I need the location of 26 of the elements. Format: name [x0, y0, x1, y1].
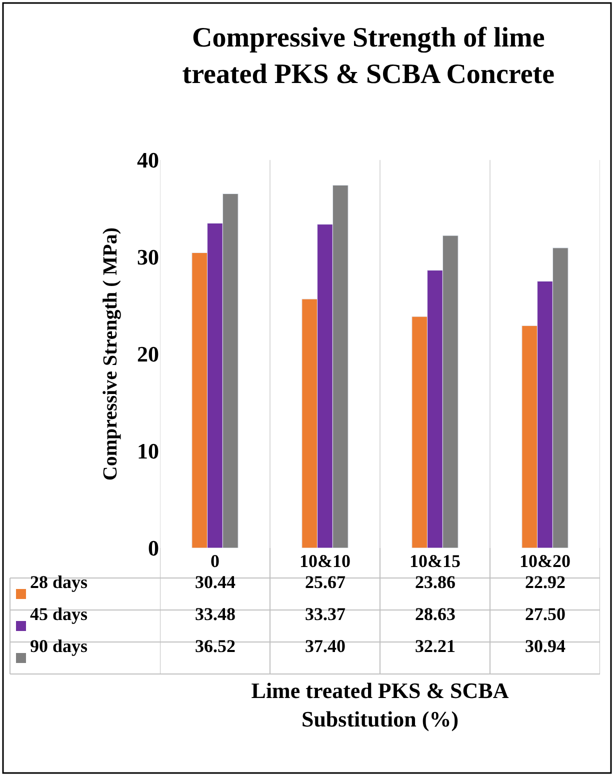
data-label: 22.92: [525, 572, 566, 592]
x-axis-title: Lime treated PKS & SCBA Substitution (%): [251, 678, 509, 732]
data-label: 23.86: [415, 572, 456, 592]
data-label: 36.52: [195, 636, 236, 656]
data-label: 37.40: [305, 636, 346, 656]
data-label: 33.48: [195, 604, 236, 624]
data-label: 25.67: [305, 572, 346, 592]
data-label: 28.63: [415, 604, 456, 624]
y-tick-label: 20: [137, 342, 159, 367]
data-label: 30.44: [195, 572, 236, 592]
x-tick-label: 10&10: [300, 551, 350, 571]
chart-title: Compressive Strength of lime treated PKS & SCBA Concrete: [182, 22, 555, 90]
legend-label: 90 days: [30, 636, 88, 656]
y-tick-label: 30: [137, 244, 159, 270]
y-tick-label: 10: [137, 438, 159, 464]
data-label: 32.21: [415, 636, 456, 656]
legend-label: 45 days: [30, 604, 88, 624]
y-tick-label: 40: [137, 148, 159, 173]
data-label: 30.94: [525, 636, 566, 656]
y-axis-title: Compressive Strength ( MPa): [100, 227, 122, 481]
x-tick-label: 10&15: [410, 551, 460, 571]
x-tick-label: 10&20: [520, 551, 570, 571]
legend-label: 28 days: [30, 572, 88, 592]
data-label: 33.37: [305, 604, 346, 624]
x-tick-label: 0: [210, 551, 220, 571]
data-label: 27.50: [525, 604, 566, 624]
